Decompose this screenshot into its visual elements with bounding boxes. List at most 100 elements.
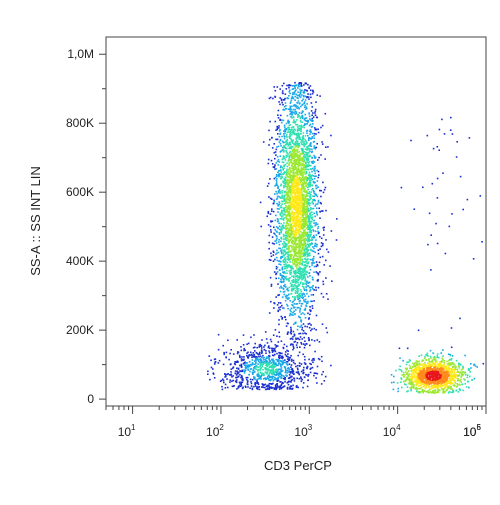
event-point xyxy=(259,365,262,368)
event-point xyxy=(400,377,402,379)
event-point xyxy=(449,353,452,356)
event-point xyxy=(286,175,288,177)
event-point xyxy=(402,373,405,376)
event-point xyxy=(304,258,306,260)
event-point xyxy=(296,150,298,152)
event-point xyxy=(299,255,302,258)
event-point xyxy=(251,362,254,365)
event-point xyxy=(222,363,225,366)
event-point xyxy=(281,318,283,320)
event-point xyxy=(300,319,302,322)
event-point xyxy=(247,342,250,345)
event-point xyxy=(250,368,253,370)
event-point xyxy=(290,161,293,164)
event-point xyxy=(452,362,455,365)
event-point xyxy=(290,333,293,335)
event-point xyxy=(415,382,418,384)
event-point xyxy=(316,382,318,384)
event-point xyxy=(296,135,299,137)
event-point xyxy=(280,171,283,173)
event-point xyxy=(290,385,292,387)
event-point xyxy=(303,355,306,358)
event-point xyxy=(309,216,311,218)
event-point xyxy=(282,224,285,227)
event-point xyxy=(284,93,287,95)
event-point xyxy=(317,176,320,179)
event-point xyxy=(295,207,298,209)
event-point xyxy=(281,203,283,205)
event-point xyxy=(309,225,311,227)
event-point xyxy=(298,278,301,280)
event-point xyxy=(311,170,313,173)
event-point xyxy=(297,162,300,164)
event-point xyxy=(434,359,437,362)
event-point xyxy=(303,185,305,188)
event-point xyxy=(313,219,315,222)
event-point xyxy=(295,199,297,202)
event-point xyxy=(290,328,292,331)
event-point xyxy=(303,212,305,214)
event-point xyxy=(274,344,277,346)
event-point xyxy=(318,261,321,264)
event-point xyxy=(306,200,308,202)
event-point xyxy=(292,348,294,351)
event-point xyxy=(286,152,288,154)
event-point xyxy=(286,195,289,197)
event-point xyxy=(286,198,289,201)
event-point xyxy=(305,286,307,288)
event-point xyxy=(303,155,305,157)
event-point xyxy=(302,141,305,143)
event-point xyxy=(311,137,314,139)
event-point xyxy=(284,157,286,160)
event-point xyxy=(290,99,293,101)
event-point xyxy=(284,258,287,260)
event-point xyxy=(240,365,243,367)
event-point xyxy=(303,106,306,108)
event-point xyxy=(258,358,261,361)
event-point xyxy=(293,276,295,278)
event-point xyxy=(256,373,259,376)
event-point xyxy=(251,388,254,391)
event-point xyxy=(240,358,243,360)
event-point xyxy=(309,195,311,197)
event-point xyxy=(289,356,291,359)
event-point xyxy=(410,385,413,388)
event-point xyxy=(405,379,407,382)
event-point xyxy=(242,344,245,346)
event-point xyxy=(299,196,301,199)
event-point xyxy=(276,127,279,129)
event-point xyxy=(280,383,283,385)
event-point xyxy=(395,369,397,372)
event-point xyxy=(428,392,430,394)
event-point xyxy=(285,370,287,372)
event-point xyxy=(310,131,312,133)
event-point xyxy=(454,366,456,369)
event-point xyxy=(428,359,430,361)
event-point xyxy=(301,249,303,252)
event-point xyxy=(302,209,304,212)
event-point xyxy=(303,211,306,213)
event-point xyxy=(283,385,286,387)
event-point xyxy=(302,229,305,232)
event-point xyxy=(446,388,448,391)
event-point xyxy=(305,251,308,254)
event-point xyxy=(280,99,283,102)
event-point xyxy=(322,181,324,184)
event-point xyxy=(307,93,309,95)
event-point xyxy=(293,259,296,262)
event-point xyxy=(271,208,273,210)
event-point xyxy=(287,131,290,133)
event-point xyxy=(288,182,291,184)
event-point xyxy=(459,372,461,374)
event-point xyxy=(278,372,281,375)
event-point xyxy=(275,154,277,156)
event-point xyxy=(275,296,277,298)
event-point xyxy=(258,346,260,348)
event-point xyxy=(302,238,305,240)
event-point xyxy=(304,108,307,110)
event-point xyxy=(297,97,299,100)
event-point xyxy=(292,91,294,94)
event-point xyxy=(302,205,305,208)
event-point xyxy=(314,215,316,218)
event-point xyxy=(412,382,414,384)
